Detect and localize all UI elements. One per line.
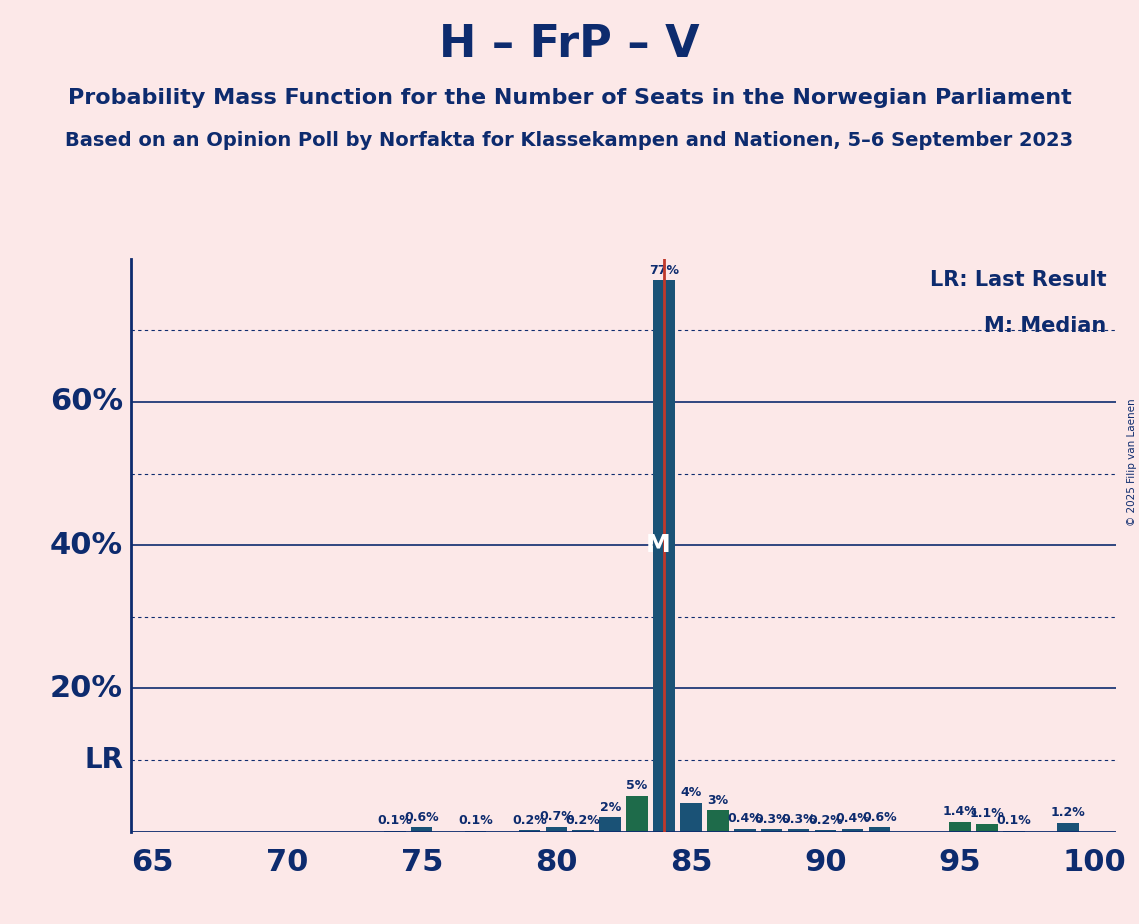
Text: 60%: 60% bbox=[50, 387, 123, 417]
Text: 1.1%: 1.1% bbox=[969, 808, 1005, 821]
Text: M: M bbox=[646, 533, 671, 557]
Bar bbox=[573, 830, 595, 832]
Text: Probability Mass Function for the Number of Seats in the Norwegian Parliament: Probability Mass Function for the Number… bbox=[67, 88, 1072, 108]
Bar bbox=[788, 830, 810, 832]
Bar bbox=[707, 810, 729, 832]
Text: Based on an Opinion Poll by Norfakta for Klassekampen and Nationen, 5–6 Septembe: Based on an Opinion Poll by Norfakta for… bbox=[65, 131, 1074, 151]
Bar bbox=[518, 830, 540, 832]
Bar bbox=[680, 803, 702, 832]
Bar bbox=[599, 817, 621, 832]
Text: 0.2%: 0.2% bbox=[808, 814, 843, 827]
Text: 5%: 5% bbox=[626, 779, 648, 792]
Text: 4%: 4% bbox=[680, 786, 702, 799]
Text: © 2025 Filip van Laenen: © 2025 Filip van Laenen bbox=[1126, 398, 1137, 526]
Bar bbox=[761, 830, 782, 832]
Bar bbox=[842, 829, 863, 832]
Text: LR: Last Result: LR: Last Result bbox=[929, 270, 1106, 290]
Text: 0.4%: 0.4% bbox=[728, 812, 762, 825]
Text: 40%: 40% bbox=[50, 530, 123, 560]
Text: 0.1%: 0.1% bbox=[997, 814, 1031, 827]
Text: 2%: 2% bbox=[599, 801, 621, 814]
Text: 1.2%: 1.2% bbox=[1050, 807, 1085, 820]
Text: 0.1%: 0.1% bbox=[377, 814, 412, 827]
Text: 0.4%: 0.4% bbox=[835, 812, 870, 825]
Text: 0.2%: 0.2% bbox=[566, 814, 600, 827]
Bar bbox=[976, 823, 998, 832]
Bar bbox=[411, 827, 433, 832]
Text: 77%: 77% bbox=[649, 263, 679, 276]
Bar bbox=[869, 827, 890, 832]
Text: 0.3%: 0.3% bbox=[754, 813, 789, 826]
Text: 0.6%: 0.6% bbox=[404, 810, 439, 823]
Bar bbox=[734, 829, 755, 832]
Text: LR: LR bbox=[84, 746, 123, 774]
Bar bbox=[546, 827, 567, 832]
Text: 0.7%: 0.7% bbox=[539, 810, 574, 823]
Bar bbox=[949, 821, 970, 832]
Text: H – FrP – V: H – FrP – V bbox=[440, 23, 699, 67]
Text: 0.1%: 0.1% bbox=[458, 814, 493, 827]
Bar bbox=[814, 830, 836, 832]
Text: 0.2%: 0.2% bbox=[513, 814, 547, 827]
Bar bbox=[653, 280, 674, 832]
Bar bbox=[626, 796, 648, 832]
Text: 20%: 20% bbox=[50, 674, 123, 703]
Text: 0.6%: 0.6% bbox=[862, 810, 896, 823]
Bar bbox=[1057, 823, 1079, 832]
Text: M: Median: M: Median bbox=[984, 316, 1106, 336]
Text: 1.4%: 1.4% bbox=[943, 805, 977, 818]
Text: 0.3%: 0.3% bbox=[781, 813, 816, 826]
Text: 3%: 3% bbox=[707, 794, 728, 807]
